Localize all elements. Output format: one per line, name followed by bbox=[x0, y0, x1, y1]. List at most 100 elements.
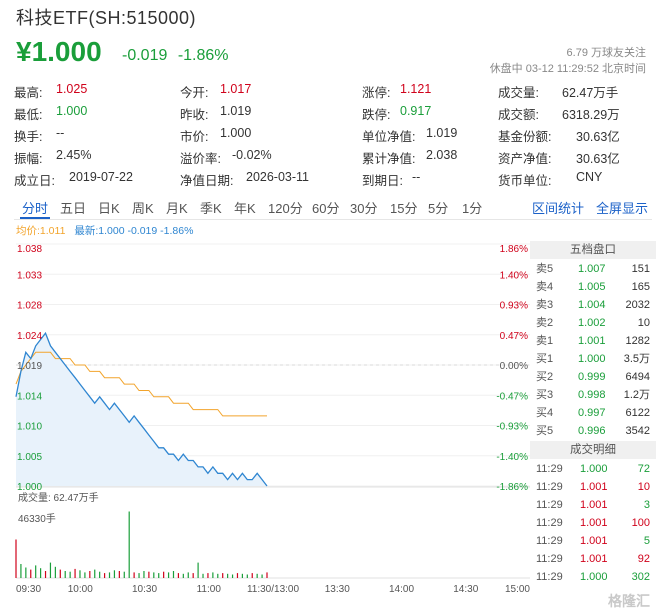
order-volume: 6122 bbox=[625, 407, 650, 419]
volume-bar bbox=[202, 573, 204, 578]
trade-time: 11:29 bbox=[536, 463, 563, 475]
trade-time: 11:29 bbox=[536, 571, 563, 583]
tab-30min[interactable]: 30分 bbox=[350, 201, 378, 216]
trade-volume: 302 bbox=[631, 571, 650, 583]
volume-bar bbox=[74, 568, 76, 578]
nav-date-value: 2026-03-11 bbox=[246, 170, 310, 184]
volume-bar bbox=[143, 571, 145, 578]
order-level: 卖4 bbox=[536, 281, 554, 293]
open-label: 今开: bbox=[180, 86, 209, 100]
price-tick-label: 1.024 bbox=[17, 331, 42, 342]
tab-15min[interactable]: 15分 bbox=[390, 201, 418, 216]
volume-bar bbox=[197, 562, 199, 578]
volume-bar bbox=[256, 573, 258, 578]
stock-title: 科技ETF(SH:515000) bbox=[16, 8, 197, 28]
percent-tick-label: -1.86% bbox=[496, 482, 528, 493]
volume-bar bbox=[241, 573, 243, 578]
percent-tick-label: 0.93% bbox=[500, 301, 528, 312]
price-axis-ticks: 1.038 1.033 1.028 1.024 1.019 1.014 1.010 1.005… bbox=[17, 244, 42, 493]
tab-intraday[interactable]: 分时 bbox=[22, 201, 49, 216]
intraday-chart[interactable]: 1.038 1.033 1.028 1.024 1.019 1.014 1.010 1.005… bbox=[0, 236, 530, 613]
order-level: 买2 bbox=[536, 371, 554, 383]
volume-bar bbox=[40, 568, 42, 578]
tab-monthly-k[interactable]: 月K bbox=[166, 201, 188, 216]
chart-grid bbox=[16, 243, 530, 579]
cum-nav-value: 2.038 bbox=[426, 148, 458, 162]
volume-bar bbox=[227, 573, 229, 578]
trade-volume: 5 bbox=[643, 535, 650, 547]
trades-title: 成交明细 bbox=[530, 441, 656, 459]
percent-axis-ticks: 1.86% 1.40% 0.93% 0.47% 0.00% -0.47% -0.93% -1.… bbox=[496, 244, 528, 493]
price-tick-label: 1.019 bbox=[17, 361, 42, 372]
maturity-label: 到期日: bbox=[362, 174, 403, 188]
volume-bar bbox=[35, 565, 37, 578]
percent-tick-label: 1.86% bbox=[500, 244, 528, 255]
volume-bar bbox=[192, 573, 194, 578]
volume-bar bbox=[207, 573, 209, 578]
tab-yearly-k[interactable]: 年K bbox=[234, 201, 256, 216]
order-price: 1.000 bbox=[578, 353, 606, 365]
tab-five-day[interactable]: 五日 bbox=[60, 201, 87, 216]
volume-bar bbox=[246, 574, 248, 578]
unit-nav-value: 1.019 bbox=[426, 126, 458, 140]
open-value: 1.017 bbox=[220, 82, 252, 96]
volume-bar bbox=[163, 571, 165, 578]
order-level: 卖1 bbox=[536, 335, 554, 347]
volume-bar bbox=[64, 571, 66, 578]
volume-bar bbox=[167, 572, 170, 578]
tab-120min[interactable]: 120分 bbox=[268, 201, 303, 216]
tab-60min[interactable]: 60分 bbox=[312, 201, 340, 216]
tab-quarterly-k[interactable]: 季K bbox=[200, 201, 222, 216]
order-volume: 165 bbox=[631, 281, 650, 293]
market-price-label: 市价: bbox=[180, 130, 209, 144]
percent-tick-label: -0.47% bbox=[496, 391, 528, 402]
trade-time: 11:29 bbox=[536, 481, 563, 493]
order-book-row: 买3 0.998 1.2万 bbox=[530, 386, 656, 404]
trade-time: 11:29 bbox=[536, 517, 563, 529]
founded-value: 2019-07-22 bbox=[69, 170, 133, 184]
order-price: 0.998 bbox=[578, 389, 606, 401]
limit-up-label: 涨停: bbox=[362, 86, 391, 100]
trade-row: 11:29 1.001 100 bbox=[530, 514, 656, 532]
followers-count[interactable]: 6.79 万球友关注 bbox=[566, 47, 646, 59]
trade-row: 11:29 1.000 302 bbox=[530, 568, 656, 586]
volume-bar bbox=[231, 574, 234, 578]
trade-row: 11:29 1.000 72 bbox=[530, 460, 656, 478]
limit-down-value: 0.917 bbox=[400, 104, 432, 118]
trade-price: 1.000 bbox=[580, 463, 608, 475]
time-axis-ticks: 09:30 10:00 10:30 11:00 11:30/13:00 13:30 14:0… bbox=[16, 584, 530, 595]
volume-bar bbox=[182, 573, 184, 578]
tab-1min[interactable]: 1分 bbox=[462, 201, 483, 216]
volume-bar bbox=[212, 572, 214, 578]
volume-bar bbox=[177, 573, 180, 578]
avg-price-line bbox=[15, 351, 267, 417]
market-status: 休盘中 03-12 11:29:52 北京时间 bbox=[489, 63, 646, 75]
price-tick-label: 1.033 bbox=[17, 270, 42, 281]
percent-tick-label: 0.47% bbox=[500, 331, 528, 342]
order-price: 1.005 bbox=[578, 281, 606, 293]
time-tick-label: 11:00 bbox=[197, 584, 222, 595]
trade-price: 1.001 bbox=[580, 517, 608, 529]
trade-price: 1.001 bbox=[580, 535, 608, 547]
volume-bar bbox=[133, 572, 135, 578]
tab-daily-k[interactable]: 日K bbox=[98, 201, 120, 216]
tab-weekly-k[interactable]: 周K bbox=[132, 201, 154, 216]
fullscreen-link[interactable]: 全屏显示 bbox=[596, 201, 649, 216]
currency-label: 货币单位: bbox=[498, 174, 552, 188]
price-tick-label: 1.014 bbox=[17, 391, 42, 402]
tab-5min[interactable]: 5分 bbox=[428, 201, 449, 216]
order-book-row: 买4 0.997 6122 bbox=[530, 404, 656, 422]
net-asset-value: 30.63亿 bbox=[576, 152, 620, 166]
trade-row: 11:29 1.001 92 bbox=[530, 550, 656, 568]
order-level: 买1 bbox=[536, 353, 554, 365]
nav-date-label: 净值日期: bbox=[180, 174, 234, 188]
order-volume: 151 bbox=[631, 263, 650, 275]
low-label: 最低: bbox=[14, 108, 43, 122]
price-tick-label: 1.038 bbox=[17, 244, 42, 255]
limit-down-label: 跌停: bbox=[362, 108, 391, 122]
trade-row: 11:29 1.001 5 bbox=[530, 532, 656, 550]
active-tab-indicator bbox=[20, 217, 50, 219]
watermark-logo: 格隆汇 bbox=[608, 593, 650, 609]
interval-stats-link[interactable]: 区间统计 bbox=[532, 201, 585, 216]
volume-bar bbox=[84, 572, 86, 578]
